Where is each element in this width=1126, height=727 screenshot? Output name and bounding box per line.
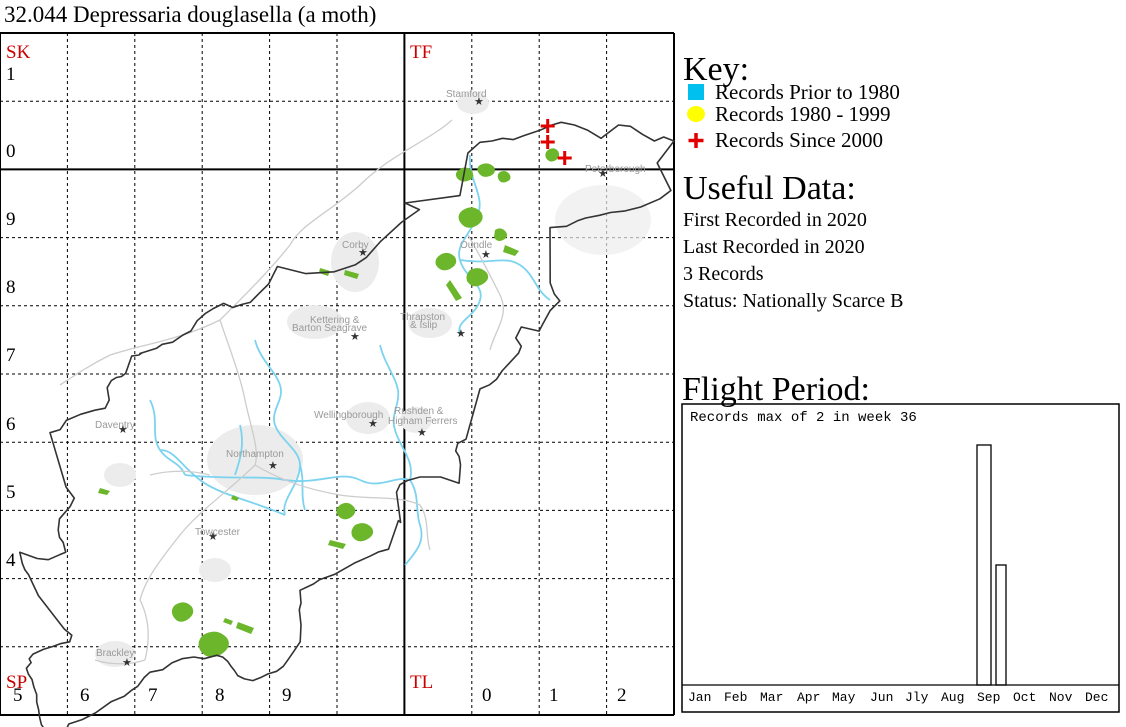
svg-text:7: 7 <box>6 345 16 366</box>
svg-text:Feb: Feb <box>724 690 747 705</box>
svg-text:★: ★ <box>368 418 378 430</box>
svg-text:★: ★ <box>350 331 360 343</box>
svg-text:May: May <box>832 690 856 705</box>
svg-text:Jly: Jly <box>905 690 929 705</box>
svg-text:9: 9 <box>6 209 16 230</box>
svg-text:8: 8 <box>6 277 16 298</box>
svg-text:2: 2 <box>617 685 627 706</box>
svg-text:TL: TL <box>410 672 433 693</box>
svg-text:4: 4 <box>6 550 16 571</box>
svg-text:★: ★ <box>118 424 128 436</box>
svg-text:32.044 Depressaria douglasella: 32.044 Depressaria douglasella (a moth) <box>4 2 376 27</box>
svg-text:★: ★ <box>481 249 491 261</box>
svg-text:Jan: Jan <box>688 690 711 705</box>
svg-text:1: 1 <box>549 685 559 706</box>
svg-text:Higham Ferrers: Higham Ferrers <box>388 416 457 427</box>
svg-text:5: 5 <box>6 482 16 503</box>
svg-text:3 Records: 3 Records <box>683 263 764 285</box>
svg-text:★: ★ <box>417 427 427 439</box>
svg-text:★: ★ <box>456 328 466 340</box>
svg-text:& Islip: & Islip <box>410 320 438 331</box>
svg-text:9: 9 <box>282 685 292 706</box>
svg-text:Mar: Mar <box>760 690 783 705</box>
svg-text:5: 5 <box>13 685 23 706</box>
svg-text:★: ★ <box>598 168 608 180</box>
svg-text:Records max of 2 in week 36: Records max of 2 in week 36 <box>690 410 917 426</box>
svg-text:SK: SK <box>6 42 31 63</box>
svg-text:Status: Nationally Scarce B: Status: Nationally Scarce B <box>683 290 904 312</box>
svg-text:0: 0 <box>6 141 16 162</box>
svg-text:Northampton: Northampton <box>226 449 284 460</box>
svg-text:8: 8 <box>215 685 225 706</box>
svg-text:7: 7 <box>148 685 158 706</box>
svg-text:Oct: Oct <box>1013 690 1036 705</box>
svg-text:Dec: Dec <box>1085 690 1108 705</box>
svg-text:Sep: Sep <box>977 690 1000 705</box>
svg-text:Last Recorded in 2020: Last Recorded in 2020 <box>683 236 865 258</box>
svg-text:Nov: Nov <box>1049 690 1073 705</box>
svg-text:Useful Data:: Useful Data: <box>683 170 856 207</box>
svg-text:★: ★ <box>474 96 484 108</box>
svg-text:Jun: Jun <box>870 690 893 705</box>
svg-text:Records Since 2000: Records Since 2000 <box>715 128 883 152</box>
svg-text:★: ★ <box>208 531 218 543</box>
svg-text:Aug: Aug <box>941 690 964 705</box>
svg-text:Apr: Apr <box>797 690 820 705</box>
svg-text:Records Prior to 1980: Records Prior to 1980 <box>715 80 900 104</box>
svg-text:Daventry: Daventry <box>95 420 135 431</box>
svg-text:6: 6 <box>80 685 90 706</box>
svg-text:6: 6 <box>6 414 16 435</box>
svg-text:1: 1 <box>6 64 16 85</box>
svg-text:0: 0 <box>482 685 492 706</box>
svg-text:★: ★ <box>358 247 368 259</box>
svg-text:Peterborough: Peterborough <box>585 164 646 175</box>
svg-text:★: ★ <box>268 460 278 472</box>
svg-text:First Recorded in 2020: First Recorded in 2020 <box>683 209 867 231</box>
svg-text:Flight Period:: Flight Period: <box>682 371 870 408</box>
svg-text:TF: TF <box>410 42 432 63</box>
svg-text:Records 1980 - 1999: Records 1980 - 1999 <box>715 102 891 126</box>
svg-text:★: ★ <box>122 657 132 669</box>
